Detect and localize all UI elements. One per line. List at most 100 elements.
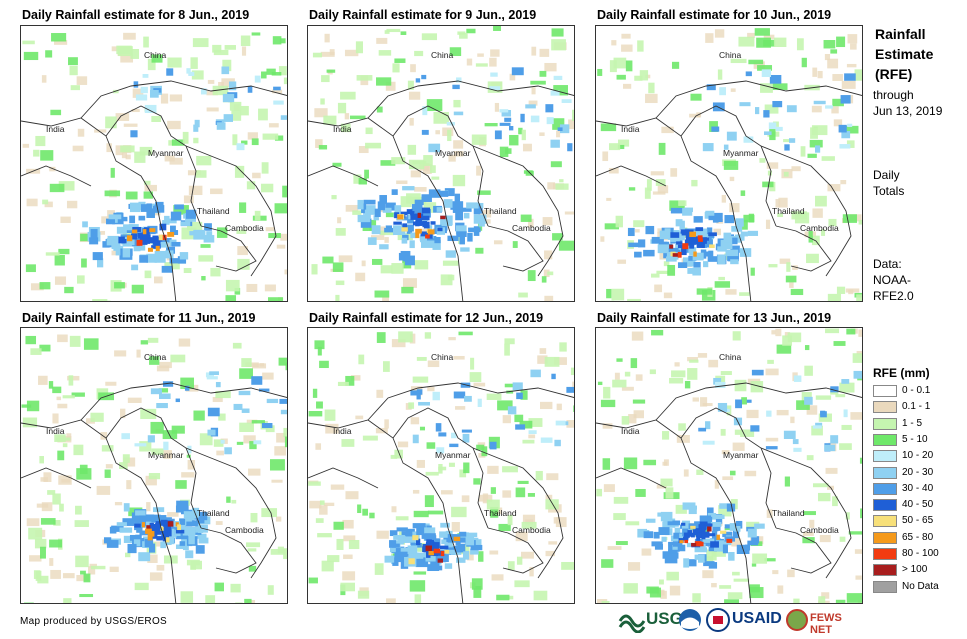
legend-label: 80 - 100 [902, 548, 939, 559]
country-label-china: China [431, 352, 454, 362]
legend-item: No Data [873, 580, 963, 595]
country-label-cambodia: Cambodia [800, 525, 839, 535]
daily-label: Daily [873, 168, 900, 182]
legend-swatch [873, 580, 897, 593]
legend-label: 20 - 30 [902, 466, 934, 478]
data-source-line: RFE2.0 [873, 289, 914, 303]
legend-item: 5 - 10 [873, 433, 963, 448]
rainfall-map [596, 328, 862, 603]
legend-item: 10 - 20 [873, 449, 963, 464]
through-value: Jun 13, 2019 [873, 104, 943, 118]
legend-label: 65 - 80 [902, 531, 934, 543]
legend-item: 20 - 30 [873, 466, 963, 481]
legend-label: 5 - 10 [902, 433, 928, 445]
heading-line: (RFE) [875, 66, 913, 82]
rainfall-map [308, 26, 574, 301]
legend-swatch [873, 417, 897, 430]
legend-label: 40 - 50 [902, 499, 934, 511]
country-label-china: China [719, 50, 742, 60]
map-panel-8-jun: China India Myanmar Thailand Cambodia [20, 25, 288, 302]
legend-item: 80 - 100 [873, 547, 963, 562]
data-source-line: NOAA- [873, 273, 912, 287]
rainfall-map [596, 28, 862, 301]
legend-swatch [873, 433, 897, 446]
legend-swatch [873, 515, 897, 528]
map-panel-11-jun: China India Myanmar Thailand Cambodia [20, 327, 288, 604]
daily-totals: Daily Totals [873, 167, 904, 199]
fewsnet-logo: FEWS NET [786, 607, 842, 638]
panel-title-12-jun: Daily Rainfall estimate for 12 Jun., 201… [309, 311, 544, 325]
map-panel-13-jun: China India Myanmar Thailand Cambodia [595, 327, 863, 604]
noaa-icon [679, 609, 701, 631]
country-label-cambodia: Cambodia [512, 223, 551, 233]
panel-title-10-jun: Daily Rainfall estimate for 10 Jun., 201… [597, 8, 832, 22]
legend-item: 0 - 0.1 [873, 384, 963, 399]
rainfall-map [308, 331, 574, 603]
legend-swatch [873, 401, 897, 414]
country-label-china: China [431, 50, 454, 60]
legend-label: 1 - 5 [902, 417, 923, 429]
legend-item: 1 - 5 [873, 417, 963, 432]
data-source: Data: NOAA- RFE2.0 [873, 256, 914, 304]
country-label-myanmar: Myanmar [723, 450, 759, 460]
legend-swatch [873, 548, 897, 560]
legend-label: 30 - 40 [902, 482, 934, 494]
country-label-myanmar: Myanmar [148, 450, 184, 460]
country-label-thailand: Thailand [772, 508, 805, 518]
country-label-thailand: Thailand [197, 508, 230, 518]
through-label: through [873, 88, 914, 102]
legend-item: 0.1 - 1 [873, 400, 963, 415]
through-date: through Jun 13, 2019 [873, 87, 942, 119]
legend-swatch [873, 531, 897, 544]
country-label-myanmar: Myanmar [148, 148, 184, 158]
usgs-icon [618, 614, 646, 634]
country-label-cambodia: Cambodia [225, 525, 264, 535]
heading-line: Estimate [875, 46, 934, 62]
country-label-china: China [144, 50, 167, 60]
legend-swatch [873, 564, 897, 577]
usaid-seal-icon [706, 608, 730, 632]
map-credit: Map produced by USGS/EROS [20, 616, 168, 627]
legend-item: 40 - 50 [873, 498, 963, 513]
legend-label: 0.1 - 1 [902, 401, 931, 413]
panel-title-8-jun: Daily Rainfall estimate for 8 Jun., 2019 [22, 8, 250, 22]
sidebar-heading: Rainfall Estimate (RFE) [875, 24, 933, 84]
country-label-india: India [621, 124, 640, 134]
legend-item: 65 - 80 [873, 531, 963, 546]
legend-swatch [873, 499, 897, 512]
legend-label: 0 - 0.1 [902, 385, 931, 396]
legend-label: No Data [902, 580, 939, 592]
country-label-thailand: Thailand [484, 206, 517, 216]
country-label-india: India [46, 426, 65, 436]
panel-title-13-jun: Daily Rainfall estimate for 13 Jun., 201… [597, 311, 832, 325]
panel-title-11-jun: Daily Rainfall estimate for 11 Jun., 201… [22, 311, 256, 325]
data-label: Data: [873, 257, 902, 271]
country-label-cambodia: Cambodia [225, 223, 264, 233]
legend-item: 50 - 65 [873, 514, 963, 529]
country-label-myanmar: Myanmar [435, 148, 471, 158]
panel-title-9-jun: Daily Rainfall estimate for 9 Jun., 2019 [309, 8, 537, 22]
legend-label: > 100 [902, 564, 928, 576]
country-label-cambodia: Cambodia [512, 525, 551, 535]
fewsnet-wordmark: FEWS NET [810, 612, 842, 636]
legend-item: > 100 [873, 563, 963, 578]
country-label-india: India [333, 124, 352, 134]
usaid-logo: USAID [706, 607, 782, 638]
country-label-myanmar: Myanmar [723, 148, 759, 158]
country-label-india: India [333, 426, 352, 436]
rainfall-map [21, 334, 287, 603]
legend-title: RFE (mm) [873, 366, 930, 380]
country-label-thailand: Thailand [772, 206, 805, 216]
noaa-logo [678, 607, 702, 638]
usaid-wordmark: USAID [732, 610, 782, 627]
heading-line: Rainfall [875, 26, 926, 42]
map-panel-9-jun: China India Myanmar Thailand Cambodia [307, 25, 575, 302]
legend-swatch [873, 466, 897, 479]
legend-label: 50 - 65 [902, 515, 934, 527]
legend-item: 30 - 40 [873, 482, 963, 497]
country-label-china: China [144, 352, 167, 362]
country-label-india: India [621, 426, 640, 436]
legend-swatch [873, 450, 897, 463]
country-label-thailand: Thailand [484, 508, 517, 518]
map-panel-10-jun: China India Myanmar Thailand Cambodia [595, 25, 863, 302]
